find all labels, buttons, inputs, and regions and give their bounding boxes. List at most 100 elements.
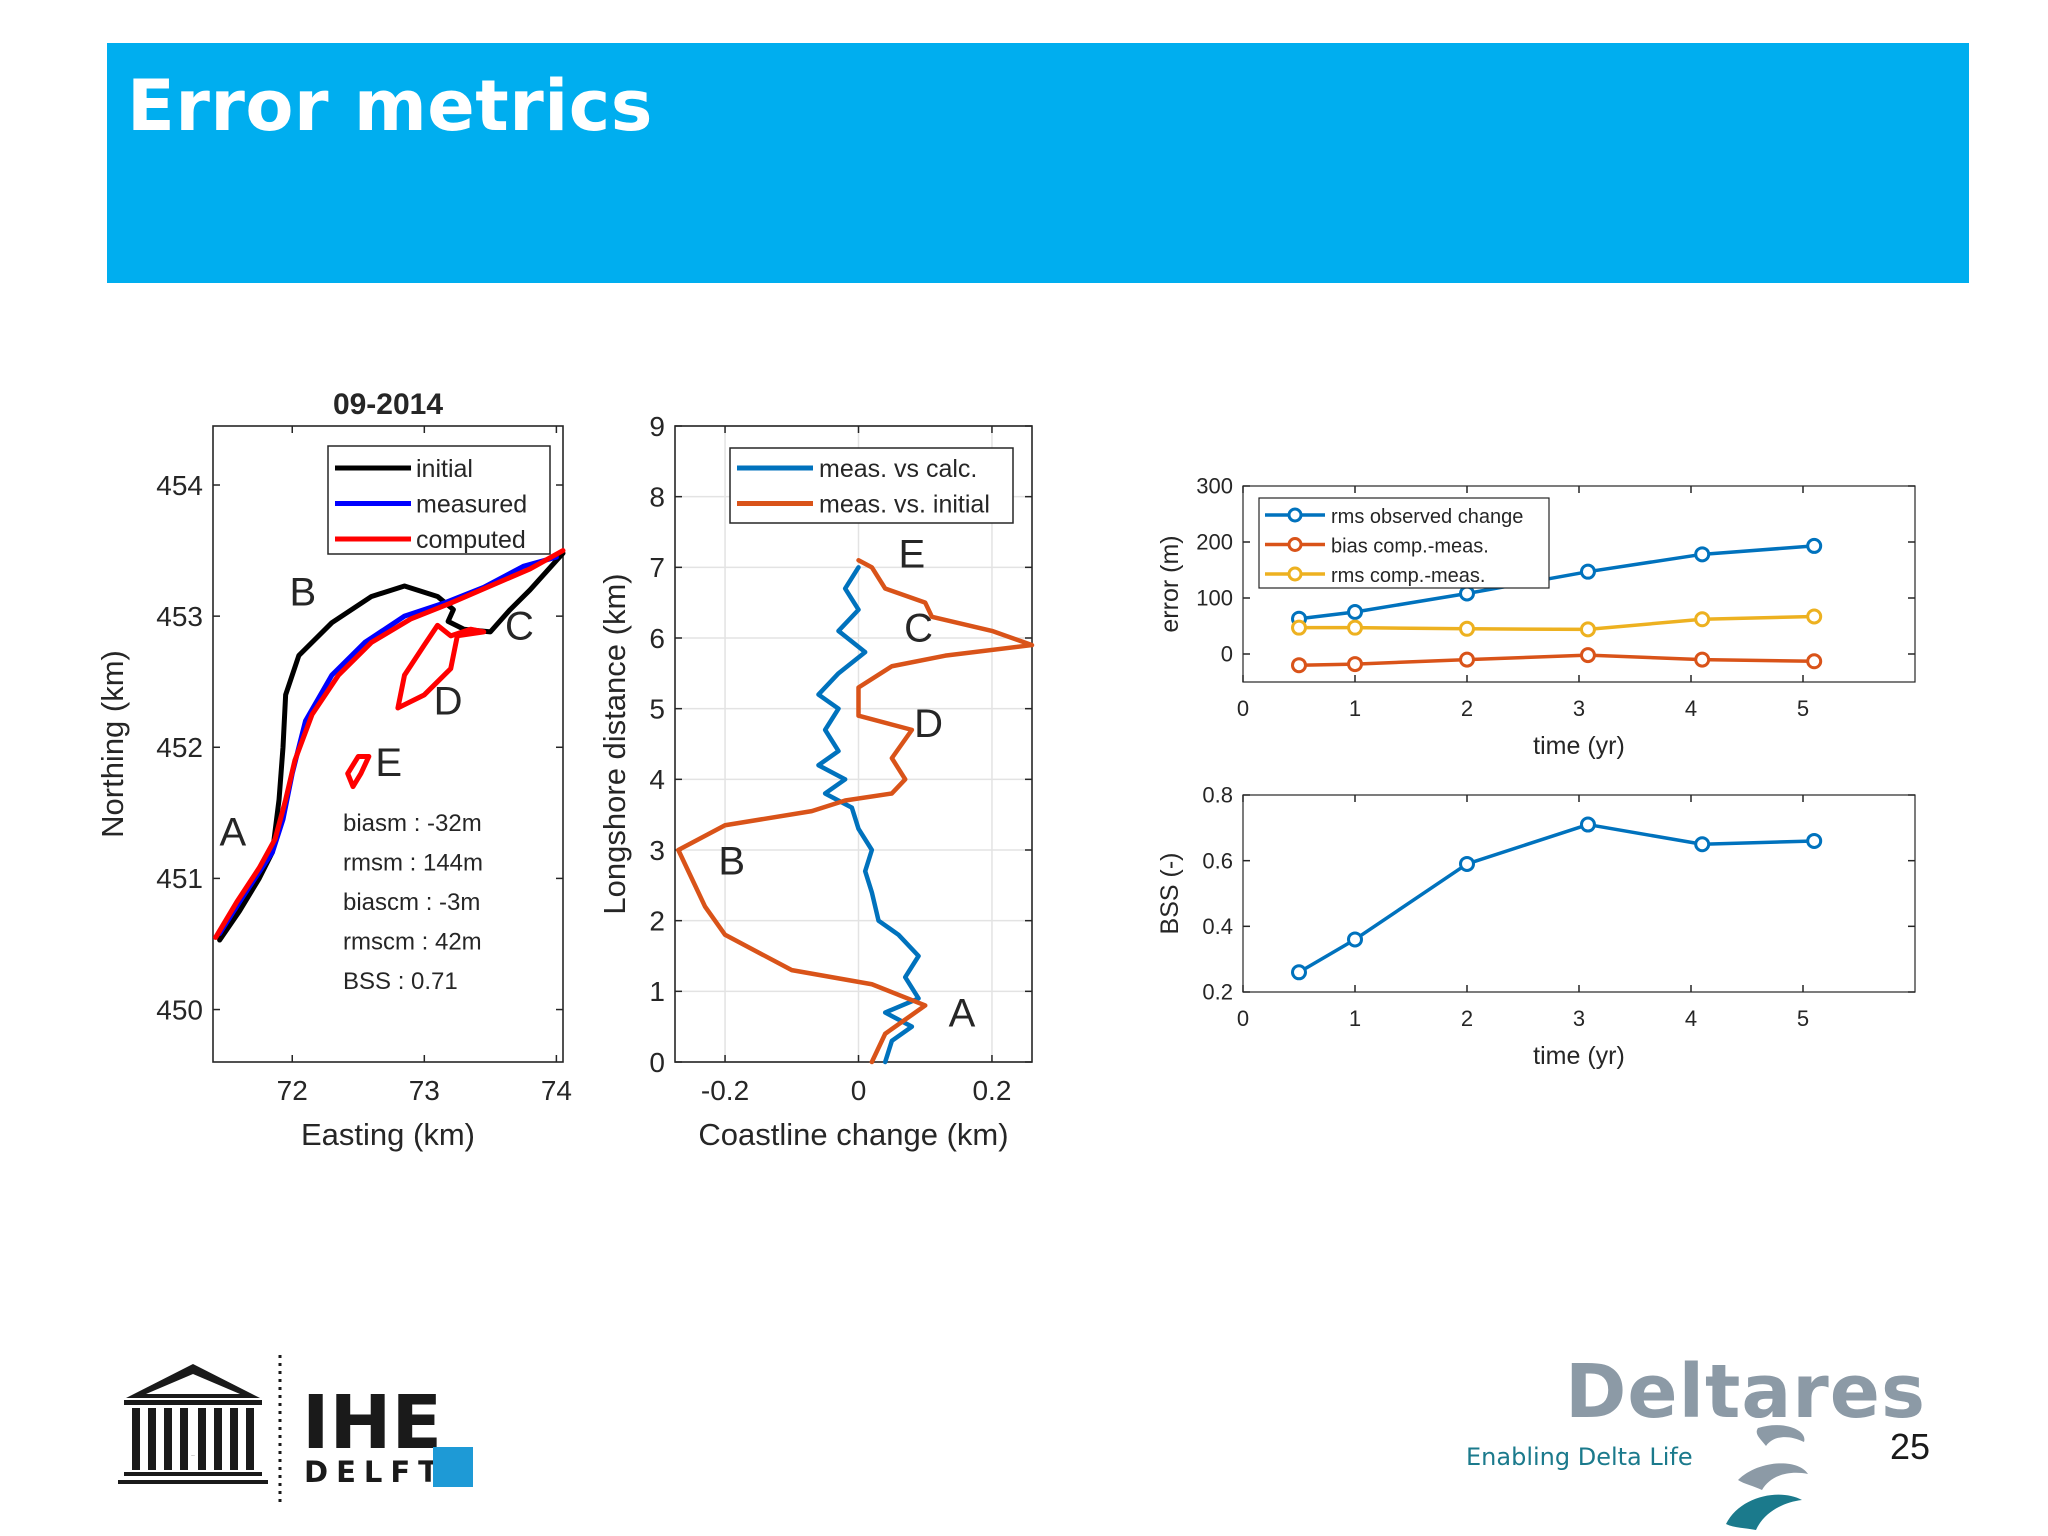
x-axis-label: Easting (km) <box>301 1117 475 1152</box>
y-tick-label: 0 <box>649 1047 665 1078</box>
y-tick-label: 4 <box>649 764 665 795</box>
series-line-3 <box>395 622 487 711</box>
legend-marker <box>1287 566 1303 582</box>
data-point <box>1579 563 1596 580</box>
legend-marker <box>1287 507 1303 523</box>
stats-line: biascm : -3m <box>343 889 480 916</box>
legend: meas. vs calc. meas. vs. initial <box>729 447 1014 524</box>
series-line-2 <box>1297 614 1816 632</box>
stats-line: rmscm : 42m <box>343 929 482 956</box>
x-axis-label: time (yr) <box>1533 1042 1625 1070</box>
delft-logo-text: DELFT <box>304 1455 446 1489</box>
x-tick-label: 3 <box>1573 1006 1585 1031</box>
legend-marker <box>1287 537 1303 552</box>
legend: rms observed change bias comp.-meas. rms c… <box>1258 497 1550 589</box>
logo-divider <box>278 1355 282 1505</box>
legend-box <box>729 447 1014 524</box>
y-tick-label: 0.4 <box>1202 914 1233 939</box>
y-tick-label: 3 <box>649 835 665 866</box>
annotation-label: B <box>718 840 745 884</box>
deltares-tagline: Enabling Delta Life <box>1466 1443 1693 1471</box>
stats-line: rmsm : 144m <box>343 850 483 877</box>
legend-label: meas. vs calc. <box>819 455 977 483</box>
y-axis-label: Northing (km) <box>95 650 130 838</box>
annotation-label: D <box>914 702 943 746</box>
x-tick-label: 0.2 <box>972 1075 1011 1106</box>
x-tick-label: 1 <box>1349 1006 1361 1031</box>
x-tick-label: 72 <box>277 1075 308 1106</box>
data-point <box>1459 651 1475 668</box>
y-tick-label: 0.8 <box>1202 783 1233 808</box>
data-point <box>1579 816 1596 833</box>
y-tick-label: 450 <box>156 994 203 1025</box>
data-point <box>1806 832 1823 849</box>
data-point <box>1459 585 1475 602</box>
annotation-label: E <box>899 532 926 576</box>
data-point <box>1459 855 1475 872</box>
data-point <box>1347 656 1363 673</box>
series-line-2 <box>213 548 566 940</box>
bss-chart: 0 1 2 3 4 5 0.2 0.4 0.6 0.8 time (yr) BSS (-) <box>1156 783 1916 1070</box>
x-tick-label: 4 <box>1685 1006 1697 1031</box>
stats-line: BSS : 0.71 <box>343 968 458 995</box>
plot-frame <box>1242 794 1916 993</box>
ihe-square-icon <box>433 1447 473 1487</box>
header-bar: Error metrics <box>107 43 1969 283</box>
plot-frame <box>212 425 564 1063</box>
data-point <box>1579 647 1596 664</box>
y-tick-label: 452 <box>156 732 203 763</box>
y-tick-label: 0.6 <box>1202 848 1233 873</box>
chart-title: 09-2014 <box>333 388 443 421</box>
x-tick-label: 74 <box>541 1075 572 1106</box>
y-tick-label: 0.2 <box>1202 980 1233 1005</box>
y-tick-label: 200 <box>1196 530 1233 555</box>
y-tick-label: 453 <box>156 601 203 632</box>
y-tick-label: 0 <box>1221 642 1233 667</box>
x-tick-label: 0 <box>1237 1006 1249 1031</box>
x-tick-label: 5 <box>1797 696 1809 721</box>
annotation-label: A <box>219 811 246 855</box>
y-tick-label: 300 <box>1196 474 1233 499</box>
data-point <box>1347 619 1363 636</box>
legend-label: rms observed change <box>1331 506 1523 528</box>
annotation-label: C <box>505 605 534 649</box>
x-tick-label: 2 <box>1461 696 1473 721</box>
data-point <box>1694 651 1711 668</box>
stats-line: biasm : -32m <box>343 810 482 837</box>
legend: initial measured computed <box>327 445 551 555</box>
longshore-chart: -0.2 0 0.2 0 1 2 3 4 5 6 7 8 9 Coastline change (km) L… <box>597 411 1035 1152</box>
series-line-0 <box>816 565 921 1065</box>
ihe-logo-text: IHE <box>302 1380 443 1466</box>
annotation-label: C <box>904 607 933 651</box>
data-point <box>1579 621 1596 638</box>
y-tick-label: 1 <box>649 976 665 1007</box>
y-tick-label: 454 <box>156 470 203 501</box>
svg-text:UNESCO: UNESCO <box>191 1455 195 1457</box>
deltares-swoosh-icon <box>1726 1425 1808 1530</box>
map-chart: 72 73 74 450 451 452 453 454 Easting (km) Northin… <box>95 388 572 1152</box>
error-chart: 0 1 2 3 4 5 0 100 200 300 time (yr) error (m) rms ob… <box>1156 474 1916 760</box>
data-point <box>1806 608 1823 625</box>
x-tick-label: 73 <box>409 1075 440 1106</box>
legend-label: rms comp.-meas. <box>1331 565 1485 587</box>
data-point <box>1806 537 1823 554</box>
legend-label: measured <box>416 491 527 519</box>
y-tick-label: 2 <box>649 905 665 936</box>
data-point <box>1459 620 1475 637</box>
plot-frame <box>674 425 1033 1063</box>
y-tick-label: 6 <box>649 623 665 654</box>
data-point <box>1291 964 1307 981</box>
data-point <box>1694 611 1711 628</box>
y-axis-label: BSS (-) <box>1156 853 1184 935</box>
series-line-1 <box>1297 653 1816 667</box>
x-axis-label: Coastline change (km) <box>698 1117 1008 1152</box>
x-tick-label: 3 <box>1573 696 1585 721</box>
annotation-label: E <box>375 741 402 785</box>
series-line-4 <box>345 753 372 790</box>
series-line-0 <box>1297 822 1816 975</box>
data-point <box>1694 546 1711 563</box>
legend-label: initial <box>416 455 473 483</box>
y-axis-label: Longshore distance (km) <box>597 573 632 914</box>
y-tick-label: 9 <box>649 411 665 442</box>
x-axis-label: time (yr) <box>1533 732 1625 760</box>
